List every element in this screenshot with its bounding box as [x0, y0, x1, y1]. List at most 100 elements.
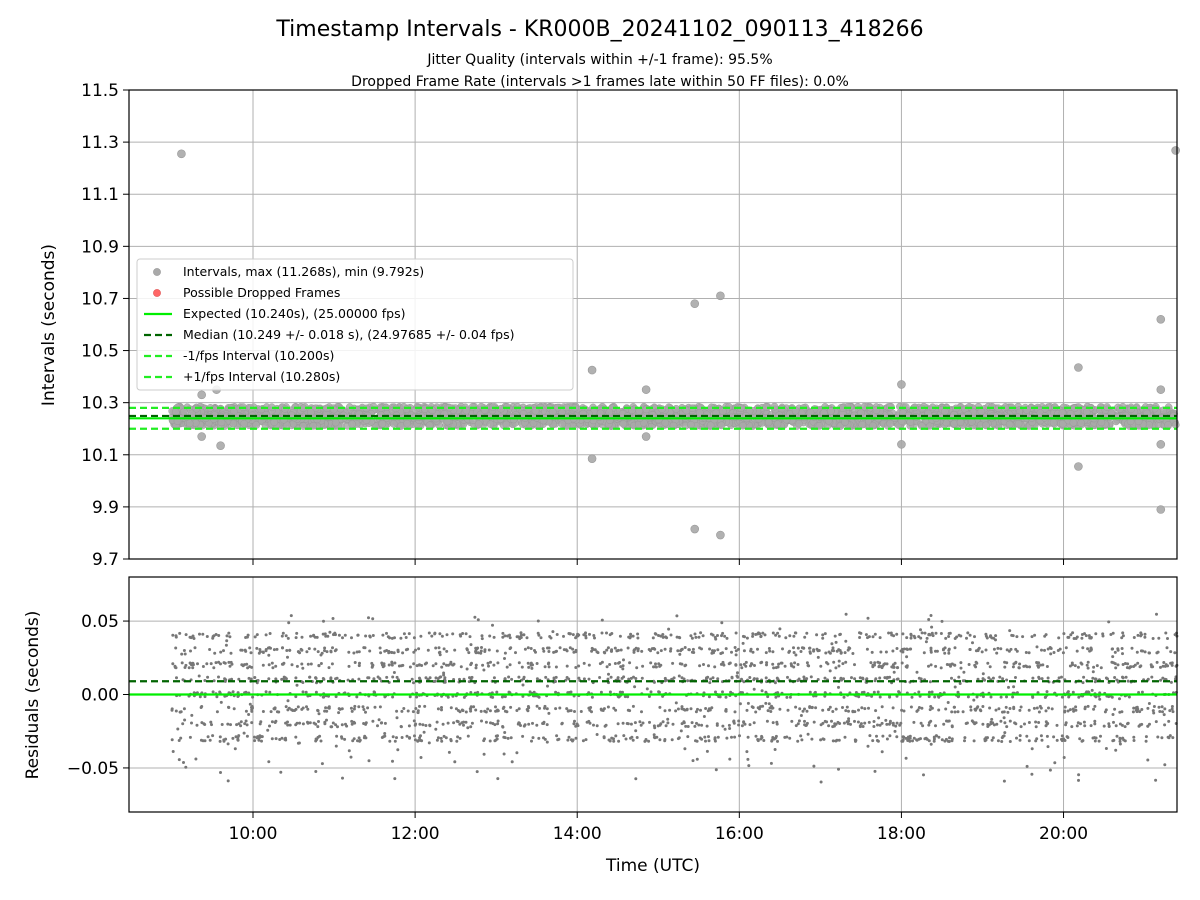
residual-point: [1167, 736, 1171, 740]
residual-point: [417, 647, 421, 651]
residual-point: [946, 739, 950, 743]
residual-point: [1124, 675, 1128, 679]
residual-point: [724, 647, 728, 651]
residual-point: [1037, 721, 1041, 724]
residual-point: [767, 647, 771, 650]
residual-point: [383, 721, 387, 725]
residual-point: [349, 755, 353, 759]
residual-point: [1037, 677, 1041, 681]
residual-point: [977, 646, 981, 650]
interval-point: [1077, 419, 1085, 427]
residual-point: [831, 739, 835, 743]
residual-point: [863, 721, 867, 725]
residual-point: [905, 636, 909, 640]
residual-point: [436, 707, 440, 711]
residual-point: [268, 690, 272, 694]
residual-point: [209, 720, 213, 724]
residual-point: [858, 631, 861, 635]
residual-point: [648, 720, 651, 724]
residual-point: [474, 663, 478, 667]
residual-point: [859, 722, 863, 726]
residual-point: [746, 701, 750, 705]
residual-point: [465, 647, 469, 651]
residual-point: [1067, 695, 1071, 699]
residual-point: [950, 724, 954, 728]
residual-point: [880, 705, 884, 709]
residual-point: [323, 709, 327, 713]
residual-point: [618, 661, 621, 664]
residual-point: [940, 619, 944, 623]
residual-point: [832, 660, 836, 664]
residual-point: [873, 632, 877, 636]
residual-point: [508, 636, 512, 640]
residual-point: [585, 720, 589, 724]
residual-point: [880, 750, 884, 754]
residual-point: [250, 665, 254, 669]
residual-point: [496, 777, 500, 781]
residual-point: [408, 665, 412, 669]
residual-point: [830, 719, 833, 723]
residual-point: [274, 737, 278, 741]
residual-point: [1011, 665, 1015, 669]
residual-point: [927, 739, 931, 743]
residual-point: [196, 662, 199, 666]
residual-point: [1127, 695, 1131, 699]
residual-point: [981, 672, 985, 676]
residual-point: [1085, 663, 1089, 667]
interval-point: [770, 402, 779, 411]
residual-point: [698, 646, 702, 650]
residual-point: [535, 662, 539, 665]
residual-point: [438, 632, 442, 636]
residual-point: [542, 649, 546, 653]
residual-point: [1161, 710, 1164, 714]
residual-point: [880, 666, 884, 670]
residual-point: [431, 664, 435, 668]
residual-point: [695, 721, 698, 725]
residual-point: [385, 675, 389, 679]
residual-point: [1132, 665, 1136, 668]
residual-point: [227, 631, 231, 635]
residual-point: [1167, 719, 1171, 723]
residual-point: [943, 651, 947, 655]
residual-point: [1104, 676, 1108, 680]
residual-point: [479, 709, 483, 713]
residual-point: [214, 661, 218, 665]
residual-point: [371, 719, 375, 723]
residual-point: [418, 676, 421, 680]
residual-point: [405, 734, 409, 738]
interval-outlier-point: [197, 432, 206, 441]
residual-point: [269, 710, 273, 714]
residual-point: [824, 651, 828, 655]
interval-point: [950, 419, 959, 428]
residual-point: [379, 651, 383, 655]
residual-point: [334, 677, 338, 681]
residual-point: [764, 690, 768, 694]
residual-point: [489, 660, 492, 664]
residual-point: [745, 636, 749, 640]
residual-point: [272, 648, 276, 652]
residual-point: [555, 734, 559, 738]
residual-point: [510, 677, 514, 681]
interval-point: [331, 418, 340, 427]
residual-point: [435, 738, 439, 742]
residual-point: [536, 619, 540, 623]
residual-point: [690, 650, 694, 654]
residual-point: [702, 715, 706, 718]
residual-point: [261, 710, 265, 713]
residual-point: [805, 721, 809, 725]
residual-point: [1011, 695, 1015, 699]
residual-point: [723, 727, 727, 731]
residual-point: [535, 677, 539, 681]
residual-point: [226, 742, 230, 746]
residual-point: [668, 708, 672, 712]
residual-point: [488, 634, 492, 638]
residual-point: [769, 710, 773, 713]
residual-point: [189, 649, 192, 653]
residual-point: [995, 722, 999, 726]
residual-point: [774, 666, 778, 670]
residual-point: [206, 735, 210, 739]
residual-point: [1023, 722, 1026, 726]
residual-point: [999, 695, 1003, 699]
residual-point: [874, 677, 878, 681]
residual-point: [496, 709, 500, 713]
